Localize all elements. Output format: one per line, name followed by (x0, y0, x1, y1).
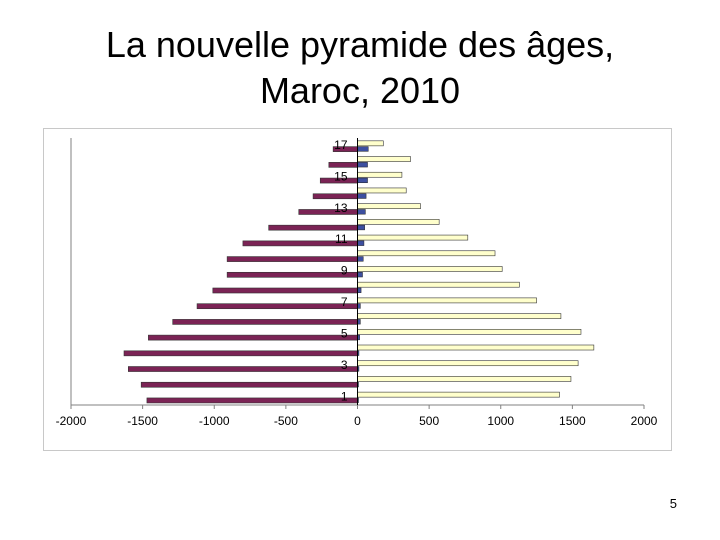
bar-series1-cat14 (312, 193, 358, 200)
title-line-2: Maroc, 2010 (259, 70, 461, 111)
bar-series2-cat15 (357, 171, 403, 178)
bar-series2-cat8 (357, 281, 520, 288)
y-tick-label-7: 7 (341, 295, 348, 309)
bar-series1-cat1 (146, 397, 358, 404)
x-tick-label: 500 (419, 414, 439, 428)
bar-series2-cat17 (357, 140, 384, 147)
title-line-1: La nouvelle pyramide des âges, (105, 24, 615, 65)
bar-series2-cat16 (357, 156, 411, 162)
bar-series3-cat8 (357, 287, 362, 293)
bar-series2-cat12 (357, 219, 440, 225)
bar-series2-cat4 (357, 344, 595, 351)
x-tick-label: -500 (274, 414, 298, 428)
slide-title: La nouvelle pyramide des âges, Maroc, 20… (0, 22, 720, 114)
bar-series2-cat6 (357, 313, 562, 319)
bar-series3-cat10 (357, 256, 364, 262)
x-tick-label: -1000 (199, 414, 230, 428)
bar-series1-cat7 (196, 303, 358, 310)
y-tick-label-5: 5 (341, 326, 348, 340)
bar-series3-cat15 (357, 177, 368, 184)
bar-series1-cat5 (148, 334, 358, 341)
bar-series2-cat3 (357, 360, 579, 367)
bar-series1-cat6 (172, 319, 358, 325)
bar-series2-cat9 (357, 266, 503, 272)
y-tick-label-3: 3 (341, 358, 348, 372)
bar-series2-cat2 (357, 376, 572, 382)
y-tick-label-11: 11 (335, 232, 348, 246)
bar-series1-cat8 (212, 287, 358, 294)
bar-series1-cat2 (140, 381, 358, 388)
x-tick-label: 1500 (559, 414, 586, 428)
x-tick-label: 0 (354, 414, 361, 428)
x-tick-label: 1000 (487, 414, 514, 428)
bar-series2-cat7 (357, 297, 537, 304)
bar-series3-cat13 (357, 209, 366, 215)
bar-series3-cat12 (357, 224, 365, 231)
y-tick-label-13: 13 (334, 201, 348, 215)
x-tick-label: -1500 (127, 414, 158, 428)
bar-series3-cat16 (357, 162, 368, 168)
y-tick-label-9: 9 (341, 264, 348, 278)
x-tick-label: 2000 (631, 414, 658, 428)
bar-series2-cat1 (357, 391, 560, 398)
bar-series3-cat11 (357, 240, 365, 246)
x-tick-label: -2000 (56, 414, 87, 428)
bar-series3-cat9 (357, 272, 363, 278)
y-tick-label-15: 15 (334, 169, 348, 183)
bar-series3-cat17 (357, 146, 369, 152)
bar-series1-cat9 (226, 271, 358, 278)
bar-series1-cat10 (226, 256, 358, 262)
y-tick-label-1: 1 (341, 389, 348, 403)
bar-series2-cat14 (357, 187, 407, 194)
bar-series1-cat12 (268, 224, 358, 231)
bar-series2-cat10 (357, 250, 496, 257)
bar-series1-cat16 (328, 162, 358, 168)
y-tick-label-17: 17 (334, 138, 348, 152)
page-number: 5 (669, 496, 677, 511)
bar-series1-cat13 (298, 209, 358, 215)
bar-series2-cat11 (357, 234, 469, 241)
bar-series2-cat5 (357, 328, 582, 335)
bar-series2-cat13 (357, 203, 421, 209)
bar-series1-cat4 (123, 350, 358, 357)
bar-series1-cat3 (128, 366, 358, 372)
bar-series3-cat14 (357, 193, 367, 199)
